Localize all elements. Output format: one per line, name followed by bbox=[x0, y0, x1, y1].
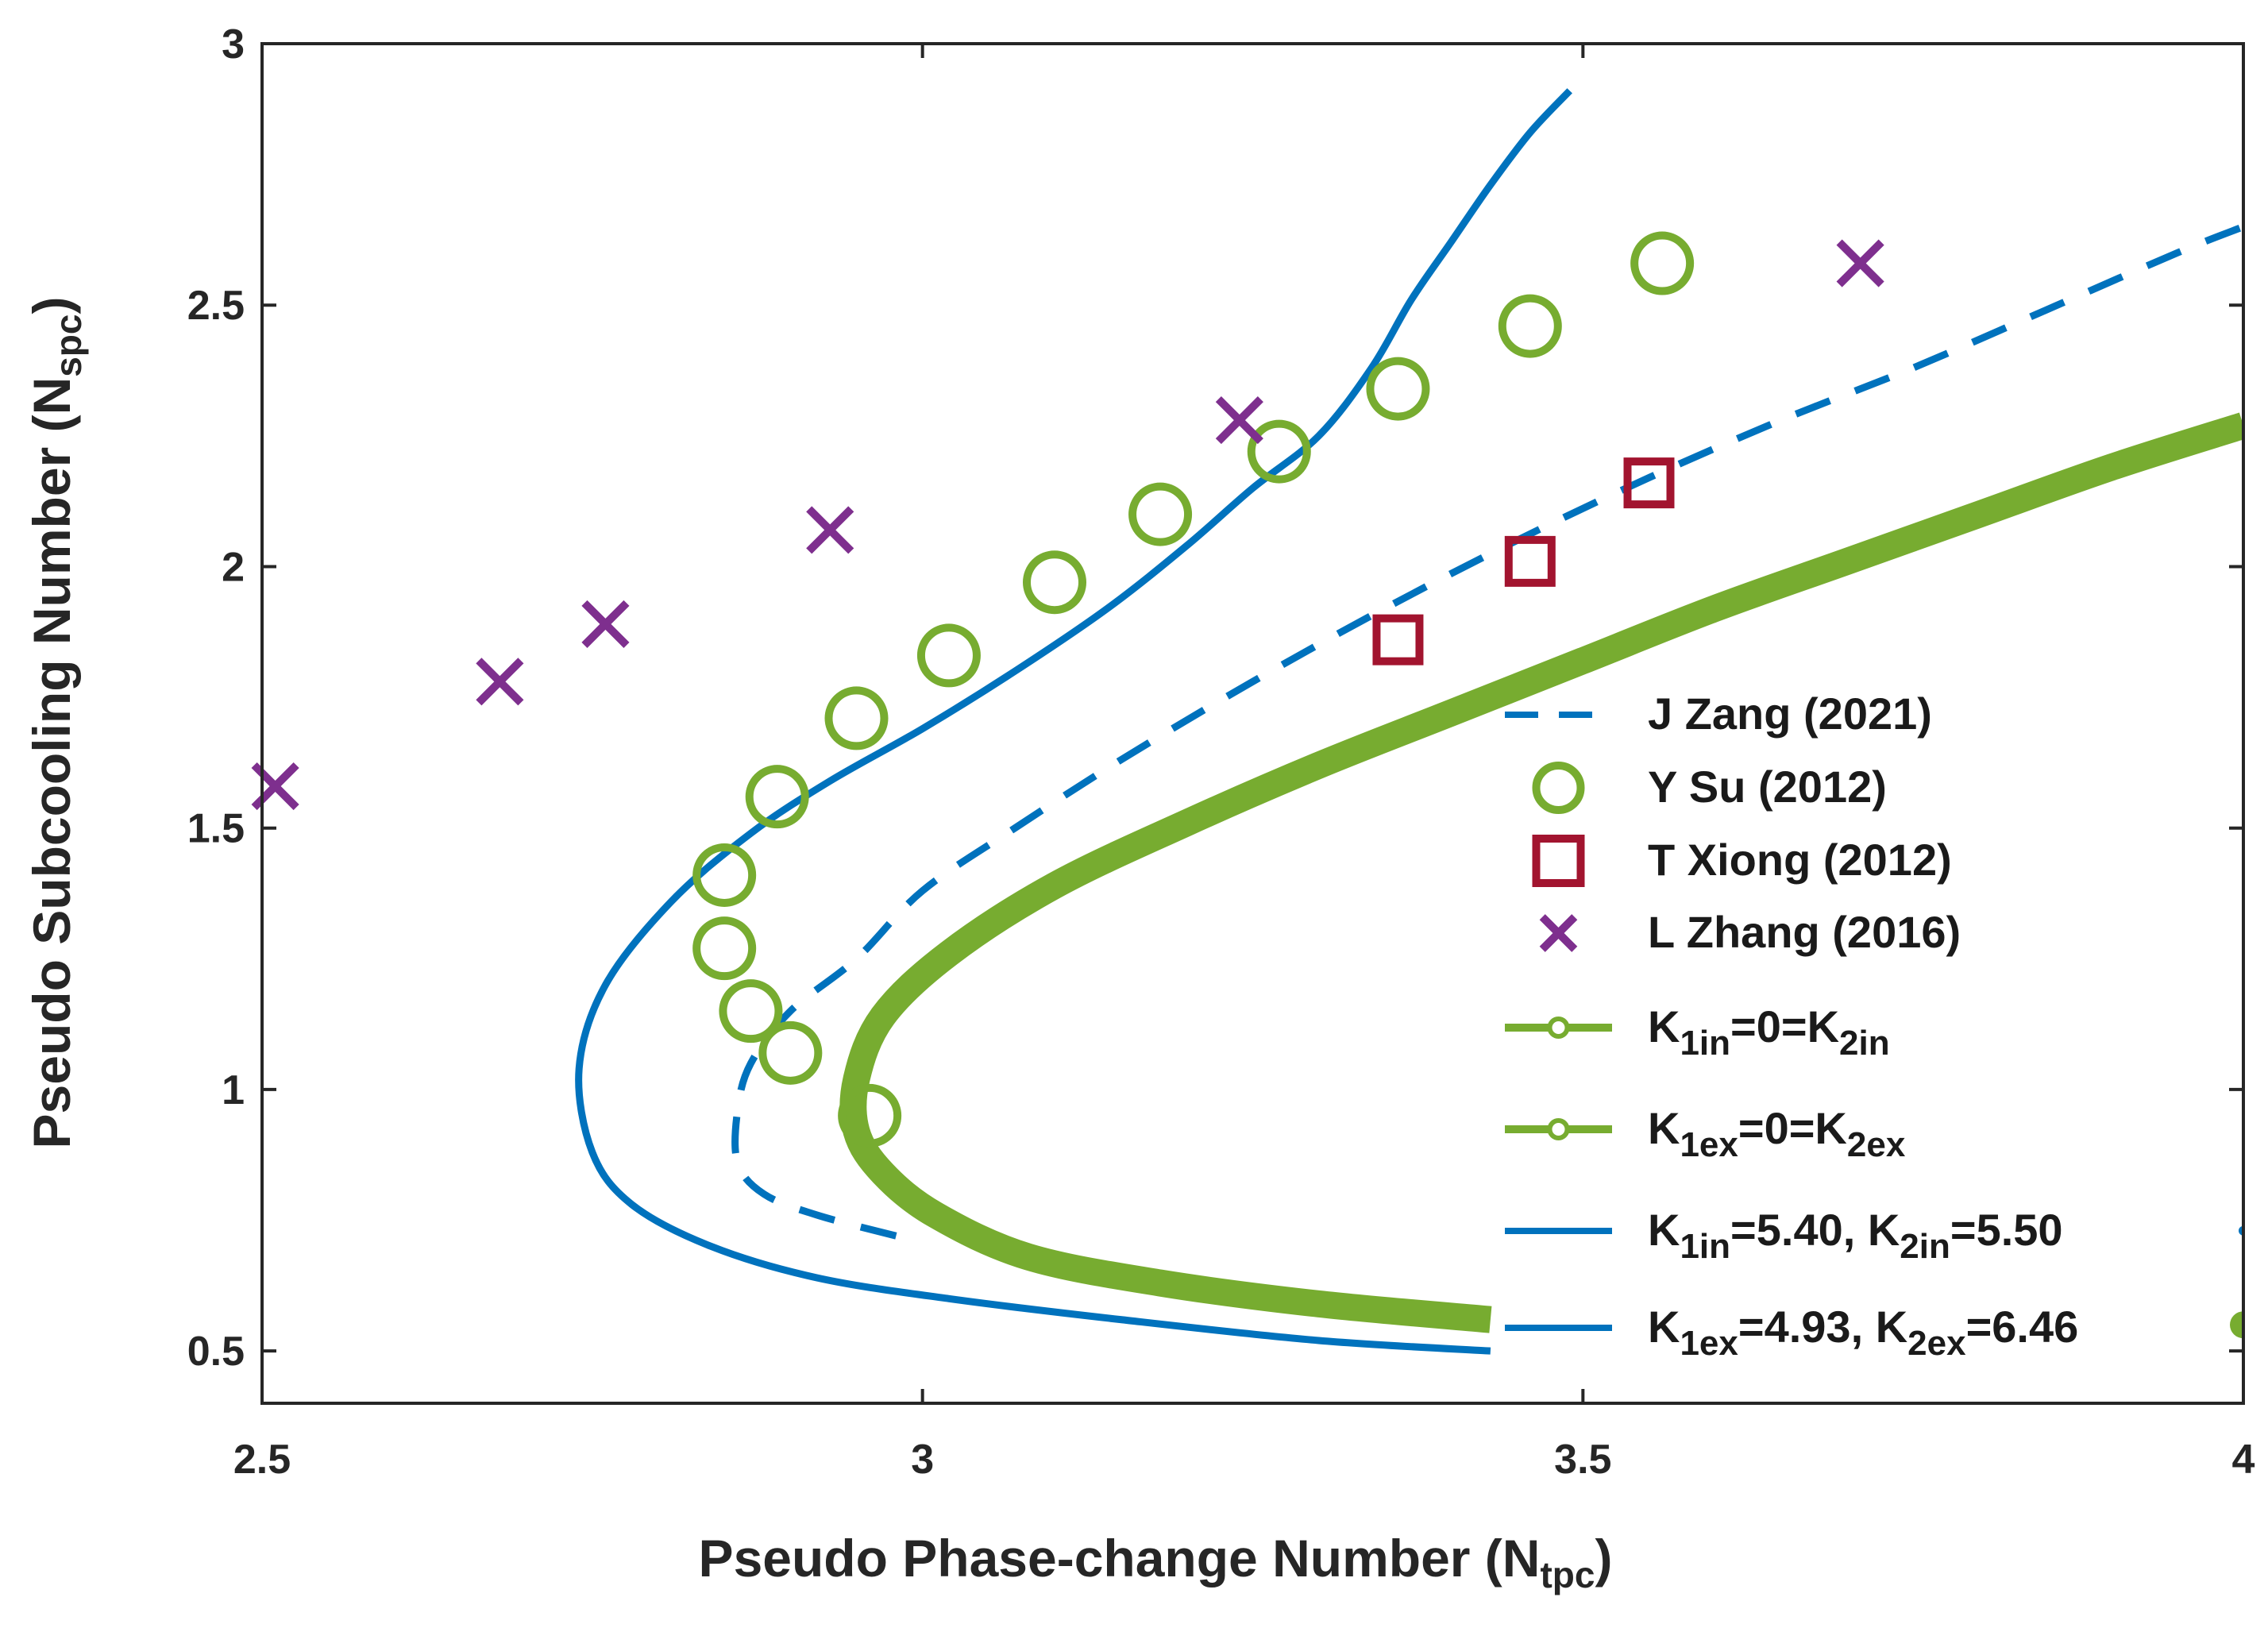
legend-item-1: J Zang (2021) bbox=[1505, 689, 1932, 739]
y-tick-label: 2 bbox=[222, 544, 245, 590]
series-l-zhang-2016--marker bbox=[581, 600, 630, 648]
legend-item-7-label-part: K bbox=[1648, 1205, 1680, 1255]
legend-item-4-marker-stroke-b bbox=[1539, 914, 1578, 952]
series-y-su-2012--marker bbox=[1630, 231, 1695, 295]
legend-item-4-marker bbox=[1539, 914, 1578, 952]
legend-item-8-label-part: K bbox=[1648, 1302, 1680, 1352]
series-l-zhang-2016--marker-stroke-b bbox=[1836, 239, 1884, 287]
legend-item-8-label: K1ex=4.93, K2ex=6.46 bbox=[1648, 1302, 2078, 1363]
legend-item-7-label-part: =5.50 bbox=[1950, 1205, 2063, 1255]
legend-item-5-label: K1in=0=K2in bbox=[1648, 1001, 1890, 1063]
x-axis-label-main: Pseudo Phase-change Number (N bbox=[699, 1529, 1541, 1587]
markers-layer bbox=[251, 231, 1884, 1148]
legend-item-7-label-part: =5.40, K bbox=[1730, 1205, 1900, 1255]
plot-frame bbox=[260, 42, 2245, 1405]
y-tick-label: 1 bbox=[222, 1067, 245, 1113]
series-t-xiong-2012--marker bbox=[1372, 614, 1424, 665]
y-axis-label-end: ) bbox=[22, 297, 81, 314]
legend-item-6: K1ex=0=K2ex bbox=[1505, 1103, 1906, 1164]
legend-item-5-label-sub: 1in bbox=[1680, 1024, 1730, 1063]
y-tick-label: 2.5 bbox=[187, 283, 245, 329]
legend-item-2-marker bbox=[1532, 762, 1585, 814]
legend-item-6-label-sub: 2ex bbox=[1847, 1125, 1906, 1164]
x-tick-label: 3 bbox=[911, 1437, 934, 1483]
series-l-zhang-2016--marker bbox=[1215, 396, 1263, 445]
legend-item-8-label-sub: 2ex bbox=[1907, 1324, 1966, 1363]
y-tick-label: 1.5 bbox=[187, 806, 245, 852]
legend-item-8: K1ex=4.93, K2ex=6.46 bbox=[1505, 1302, 2078, 1363]
y-tick-label: 3 bbox=[222, 21, 245, 68]
legend-item-2-label: Y Su (2012) bbox=[1648, 762, 1887, 812]
x-tick-label: 3.5 bbox=[1554, 1437, 1611, 1483]
y-axis-label-main: Pseudo Subcooling Number (N bbox=[22, 377, 81, 1149]
legend-item-6-label: K1ex=0=K2ex bbox=[1648, 1103, 1906, 1164]
series-k1ex-0-k2ex-point bbox=[2230, 1311, 2243, 1339]
x-axis-label: Pseudo Phase-change Number (Ntpc) bbox=[699, 1529, 1613, 1595]
series-t-xiong-2012--marker bbox=[1623, 457, 1675, 509]
legend-item-6-label-sub: 1ex bbox=[1680, 1125, 1738, 1164]
legend-item-3-label: T Xiong (2012) bbox=[1648, 835, 1952, 885]
legend-item-5-label-part: K bbox=[1648, 1001, 1680, 1051]
series-l-zhang-2016--marker-stroke-b bbox=[806, 506, 854, 554]
series-y-su-2012--marker bbox=[745, 765, 809, 829]
series-y-su-2012--marker bbox=[916, 623, 981, 688]
series-t-xiong-2012--marker bbox=[1504, 535, 1556, 587]
legend-item-7: K1in=5.40, K2in=5.50 bbox=[1505, 1205, 2063, 1266]
series-y-su-2012--marker bbox=[824, 686, 889, 750]
series-l-zhang-2016--marker-stroke-b bbox=[1215, 396, 1263, 445]
series-y-su-2012--marker bbox=[692, 916, 757, 981]
series-y-su-2012--marker bbox=[838, 1083, 902, 1148]
series-y-su-2012--marker bbox=[1366, 357, 1430, 421]
series-y-su-2012--marker bbox=[1128, 482, 1193, 546]
legend-item-8-label-part: =4.93, K bbox=[1738, 1302, 1907, 1352]
legend-item-6-label-part: =0=K bbox=[1738, 1103, 1847, 1153]
legend-item-5-label-sub: 2in bbox=[1839, 1024, 1890, 1063]
legend-item-4-label: L Zhang (2016) bbox=[1648, 907, 1961, 957]
y-tick-label: 0.5 bbox=[187, 1329, 245, 1375]
series-y-su-2012--marker bbox=[758, 1020, 823, 1085]
series-j-zang-2021--line bbox=[731, 223, 2243, 1240]
x-tick-label: 2.5 bbox=[233, 1437, 291, 1483]
legend-item-5-label-part: =0=K bbox=[1730, 1001, 1839, 1051]
series-l-zhang-2016--marker-stroke-b bbox=[476, 658, 524, 706]
legend-item-3-marker bbox=[1532, 835, 1585, 887]
legend-item-4: L Zhang (2016) bbox=[1539, 907, 1961, 957]
series-y-su-2012--marker bbox=[692, 843, 757, 907]
series-y-su-2012--marker bbox=[1498, 294, 1562, 358]
series-y-su-2012--marker bbox=[719, 979, 783, 1044]
series-l-zhang-2016--marker bbox=[806, 506, 854, 554]
legend-item-6-label-part: K bbox=[1648, 1103, 1680, 1153]
series-l-zhang-2016--marker bbox=[476, 658, 524, 706]
legend-item-3: T Xiong (2012) bbox=[1532, 835, 1952, 887]
x-tick-label: 4 bbox=[2232, 1437, 2255, 1483]
legend-item-6-marker bbox=[1547, 1118, 1570, 1140]
legend-item-2: Y Su (2012) bbox=[1532, 762, 1887, 814]
series-y-su-2012--marker bbox=[1247, 419, 1311, 484]
x-axis-label-sub: tpc bbox=[1540, 1554, 1595, 1595]
legend: J Zang (2021) Y Su (2012) T Xiong (2012) L … bbox=[1505, 689, 2078, 1363]
legend-item-7-label-sub: 1in bbox=[1680, 1227, 1730, 1266]
legend-item-7-label-sub: 2in bbox=[1900, 1227, 1950, 1266]
legend-item-7-label: K1in=5.40, K2in=5.50 bbox=[1648, 1205, 2063, 1266]
series-y-su-2012--marker bbox=[1023, 550, 1086, 615]
y-axis-label-sub: spc bbox=[48, 314, 89, 377]
legend-item-5: K1in=0=K2in bbox=[1505, 1001, 1890, 1063]
series-l-zhang-2016--marker bbox=[1836, 239, 1884, 287]
legend-item-8-label-sub: 1ex bbox=[1680, 1324, 1738, 1363]
legend-item-8-label-part: =6.46 bbox=[1966, 1302, 2079, 1352]
legend-item-5-marker bbox=[1547, 1017, 1570, 1039]
x-axis-label-end: ) bbox=[1595, 1529, 1612, 1587]
series-k1in-0-k2in-line bbox=[839, 412, 2243, 1333]
legend-item-1-label: J Zang (2021) bbox=[1648, 689, 1932, 739]
series-l-zhang-2016--marker-stroke-b bbox=[581, 600, 630, 648]
ticks: 2.5 3 3.5 4 0.5 1 1.5 2 2.5 3 bbox=[187, 21, 2255, 1483]
y-axis-label: Pseudo Subcooling Number (Nspc) bbox=[22, 297, 89, 1149]
